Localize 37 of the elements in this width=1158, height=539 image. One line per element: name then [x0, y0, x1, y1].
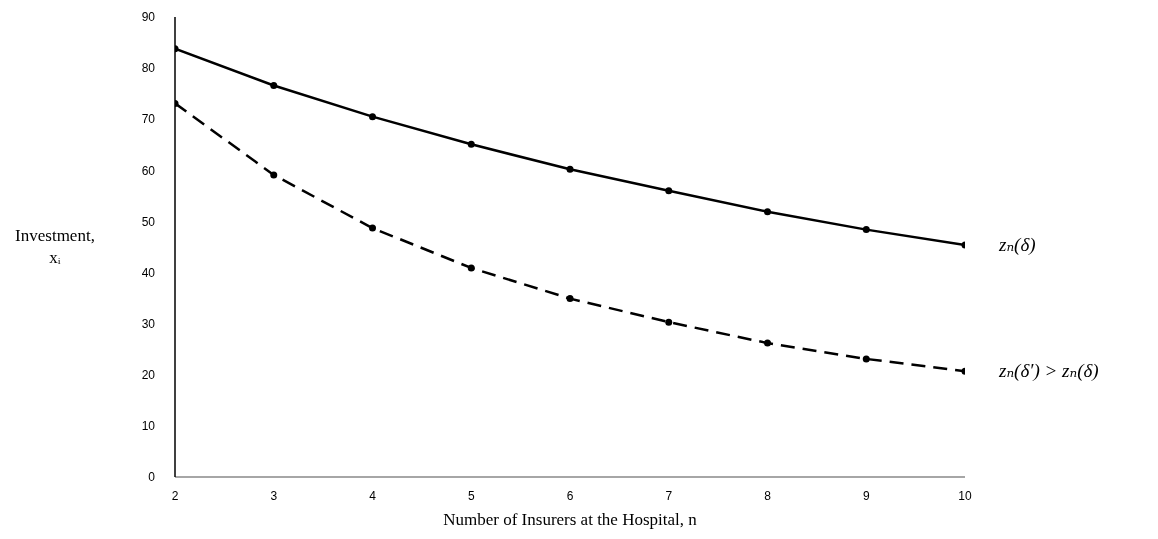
point: [665, 318, 673, 326]
point: [862, 355, 870, 363]
y-tick-label: 0: [148, 470, 156, 485]
point: [566, 295, 574, 303]
x-axis-title: Number of Insurers at the Hospital, n: [443, 510, 698, 529]
y-tick-label: 80: [141, 61, 156, 76]
y-tick-label: 90: [141, 10, 156, 25]
y-tick-label: 60: [141, 163, 156, 178]
point: [270, 81, 278, 89]
x-tick-label: 4: [369, 488, 377, 503]
point: [764, 208, 771, 216]
point: [270, 171, 278, 179]
series-label: zₙ(δ): [998, 233, 1036, 256]
point: [369, 113, 376, 121]
point: [665, 187, 673, 195]
y-tick-label: 30: [141, 316, 156, 331]
point: [764, 339, 771, 347]
x-tick-label: 10: [958, 488, 972, 503]
x-tick-label: 7: [665, 488, 673, 503]
y-tick-label: 70: [141, 112, 156, 127]
series-label: zₙ(δ′) > zₙ(δ): [998, 360, 1099, 383]
point: [566, 165, 574, 173]
x-tick-label: 9: [862, 488, 870, 503]
x-tick-label: 3: [270, 488, 278, 503]
y-tick-label: 20: [141, 368, 156, 383]
point: [369, 224, 376, 232]
x-tick-label: 6: [566, 488, 574, 503]
x-tick-label: 8: [764, 488, 772, 503]
x-tick-label: 5: [467, 488, 475, 503]
y-tick-label: 10: [141, 419, 156, 434]
point: [467, 264, 475, 272]
x-tick-label: 2: [171, 488, 179, 503]
y-axis-title: Investment, xᵢ: [15, 226, 95, 267]
y-tick-label: 50: [141, 214, 156, 229]
point: [862, 226, 870, 234]
y-tick-label: 40: [141, 265, 156, 280]
point: [467, 140, 475, 148]
